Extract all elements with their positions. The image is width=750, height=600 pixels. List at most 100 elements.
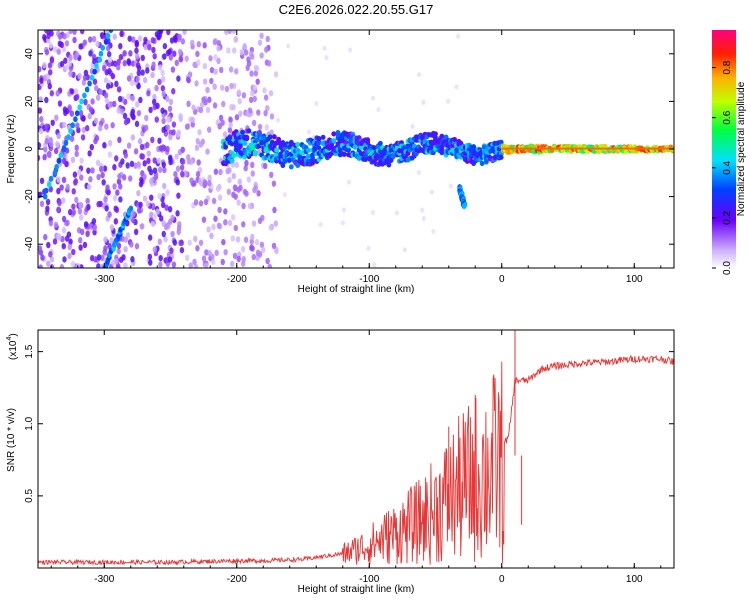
heatmap-cell (79, 264, 84, 268)
heatmap-cell (163, 235, 168, 243)
heatmap-cell (45, 198, 51, 206)
heatmap-cell (227, 219, 233, 227)
spectrogram-y-ticks: -40 -20 0 20 40 (24, 48, 674, 251)
y-tick-label: 0.5 (24, 488, 35, 502)
heatmap-cell (157, 238, 162, 245)
heatmap-cell (402, 247, 407, 253)
heatmap-cell (182, 30, 187, 35)
heatmap-cell (168, 98, 174, 106)
heatmap-cell (100, 254, 105, 262)
heatmap-cell (230, 260, 235, 268)
heatmap-cell (116, 178, 122, 185)
heatmap-cell (246, 56, 251, 63)
heatmap-cell (134, 53, 140, 60)
heatmap-cell (265, 257, 270, 265)
heatmap-cell (59, 60, 65, 68)
heatmap-cell (250, 161, 255, 169)
heatmap-cell (82, 92, 87, 99)
heatmap-cell (235, 236, 241, 243)
heatmap-cell (49, 90, 55, 97)
heatmap-cell (198, 106, 204, 114)
heatmap-cell (42, 154, 47, 161)
heatmap-cell (98, 200, 103, 208)
heatmap-cell (264, 46, 269, 53)
heatmap-cell (150, 37, 156, 44)
heatmap-cell (143, 76, 148, 84)
heatmap-cell (256, 109, 261, 116)
heatmap-cell (162, 182, 167, 190)
heatmap-cell (187, 239, 192, 246)
heatmap-cell (280, 162, 286, 169)
heatmap-marks (38, 30, 674, 268)
heatmap-cell (74, 144, 79, 151)
heatmap-cell (172, 239, 178, 246)
heatmap-cell (388, 157, 394, 164)
heatmap-cell (233, 36, 238, 43)
heatmap-cell (154, 116, 159, 123)
heatmap-cell (112, 33, 117, 40)
heatmap-cell (273, 71, 279, 78)
heatmap-cell (195, 50, 200, 58)
heatmap-cell (320, 134, 326, 140)
heatmap-cell (129, 160, 135, 168)
heatmap-cell (71, 188, 76, 195)
heatmap-cell (137, 35, 143, 42)
heatmap-cell (241, 256, 246, 263)
heatmap-cell (79, 174, 84, 181)
heatmap-cell (146, 90, 151, 97)
heatmap-cell (81, 79, 87, 86)
heatmap-cell (260, 246, 266, 254)
heatmap-cell (226, 47, 231, 54)
spectrogram-x-label: Height of straight line (km) (298, 284, 415, 295)
heatmap-cell (52, 169, 58, 176)
heatmap-cell (65, 219, 70, 227)
heatmap-cell (316, 140, 322, 146)
heatmap-cell (170, 66, 176, 73)
heatmap-cell (145, 200, 150, 207)
heatmap-cell (190, 116, 196, 124)
heatmap-cell (216, 40, 222, 47)
heatmap-cell (213, 168, 219, 175)
heatmap-cell (231, 104, 236, 111)
heatmap-cell (151, 61, 156, 68)
heatmap-cell (114, 80, 119, 88)
heatmap-cell (117, 136, 122, 144)
heatmap-cell (107, 56, 113, 63)
heatmap-cell (417, 72, 422, 78)
heatmap-cell (136, 161, 141, 168)
heatmap-cell (257, 217, 263, 225)
heatmap-cell (84, 86, 90, 93)
heatmap-cell (227, 126, 233, 134)
colorbar-tick-label: 0.4 (722, 160, 733, 174)
heatmap-cell (78, 109, 84, 117)
heatmap-cell (246, 128, 252, 134)
heatmap-cell (215, 185, 221, 192)
heatmap-cell (166, 30, 171, 36)
heatmap-cell (116, 107, 121, 114)
heatmap-cell (257, 123, 263, 131)
heatmap-cell (231, 30, 237, 34)
heatmap-cell (252, 95, 257, 103)
heatmap-cell (195, 138, 200, 145)
heatmap-cell (178, 55, 183, 63)
heatmap-cell (223, 219, 228, 226)
heatmap-cell (70, 156, 76, 164)
heatmap-cell (157, 78, 162, 86)
heatmap-cell (324, 55, 329, 61)
heatmap-cell (241, 221, 246, 228)
heatmap-cell (67, 208, 73, 216)
heatmap-cell (47, 62, 53, 69)
heatmap-cell (122, 60, 127, 67)
heatmap-cell (223, 208, 228, 215)
snr-frame (37, 329, 675, 569)
heatmap-cell (54, 114, 59, 122)
heatmap-cell (286, 43, 291, 49)
heatmap-cell (161, 161, 166, 168)
heatmap-cell (201, 96, 206, 103)
heatmap-cell (346, 179, 351, 185)
heatmap-cell (377, 140, 383, 147)
heatmap-cell (103, 245, 108, 252)
heatmap-cell (157, 166, 163, 173)
heatmap-cell (111, 259, 116, 266)
heatmap-cell (156, 157, 161, 164)
